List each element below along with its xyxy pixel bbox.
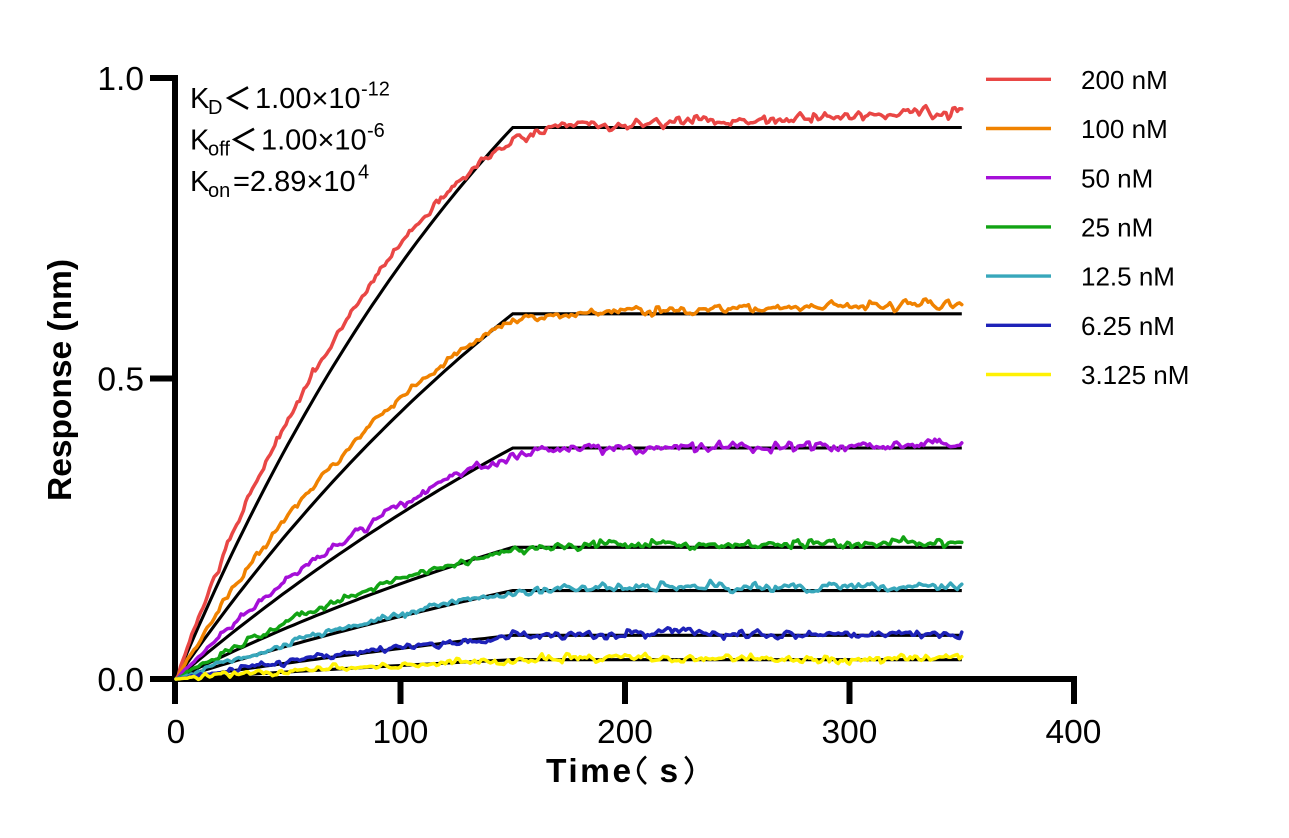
svg-text:4: 4 — [358, 162, 369, 184]
svg-text:1.0: 1.0 — [97, 61, 144, 98]
svg-text:K: K — [190, 83, 210, 115]
svg-text:1.00×10: 1.00×10 — [255, 83, 361, 115]
svg-text:200 nM: 200 nM — [1081, 65, 1168, 95]
svg-text:100 nM: 100 nM — [1081, 114, 1168, 144]
svg-text:s: s — [660, 753, 679, 790]
svg-text:Response (nm): Response (nm) — [42, 259, 79, 501]
svg-text:0.0: 0.0 — [97, 662, 144, 699]
svg-text:on: on — [208, 180, 230, 202]
svg-text:=2.89×10: =2.89×10 — [233, 166, 356, 198]
svg-text:K: K — [190, 166, 210, 198]
svg-text:400: 400 — [1046, 714, 1102, 751]
svg-text:K: K — [190, 125, 210, 157]
svg-text:0.5: 0.5 — [97, 362, 144, 399]
svg-text:50 nM: 50 nM — [1081, 163, 1153, 193]
svg-text:off: off — [208, 139, 230, 161]
svg-text:0: 0 — [167, 714, 186, 751]
svg-text:25 nM: 25 nM — [1081, 213, 1153, 243]
svg-text:3.125 nM: 3.125 nM — [1081, 360, 1189, 390]
svg-text:Time: Time — [546, 753, 634, 790]
svg-text:100: 100 — [373, 714, 429, 751]
svg-text:200: 200 — [597, 714, 653, 751]
svg-text:300: 300 — [822, 714, 878, 751]
svg-text:1.00×10: 1.00×10 — [261, 125, 367, 157]
svg-text:-6: -6 — [367, 120, 385, 142]
svg-text:12.5 nM: 12.5 nM — [1081, 262, 1175, 292]
svg-text:-12: -12 — [361, 79, 390, 101]
svg-text:6.25 nM: 6.25 nM — [1081, 311, 1175, 341]
svg-text:D: D — [208, 97, 222, 119]
